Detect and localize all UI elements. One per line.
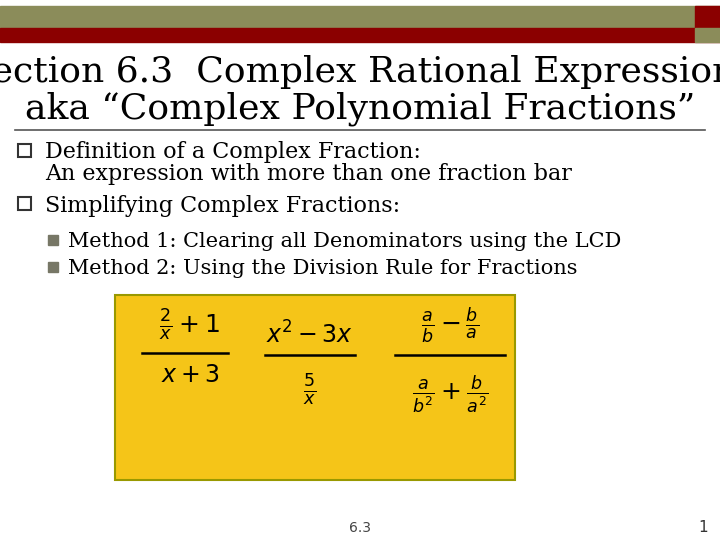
- Text: Definition of a Complex Fraction:: Definition of a Complex Fraction:: [45, 141, 421, 163]
- Text: 1: 1: [698, 521, 708, 536]
- Bar: [0, 6, 720, 28]
- Text: $\frac{a}{b}-\frac{b}{a}$: $\frac{a}{b}-\frac{b}{a}$: [421, 305, 479, 345]
- Text: Method 2: Using the Division Rule for Fractions: Method 2: Using the Division Rule for Fr…: [68, 259, 577, 278]
- Text: $\frac{5}{x}$: $\frac{5}{x}$: [303, 373, 317, 408]
- Bar: [695, 28, 720, 42]
- Bar: [48, 235, 58, 245]
- Text: An expression with more than one fraction bar: An expression with more than one fractio…: [45, 163, 572, 185]
- Text: $x^2-3x$: $x^2-3x$: [266, 321, 354, 349]
- Bar: [0, 28, 720, 42]
- Bar: [695, 6, 720, 28]
- Text: aka “Complex Polynomial Fractions”: aka “Complex Polynomial Fractions”: [25, 92, 695, 126]
- Text: Method 1: Clearing all Denominators using the LCD: Method 1: Clearing all Denominators usin…: [68, 232, 621, 251]
- Text: 6.3: 6.3: [349, 521, 371, 535]
- Text: $x+3$: $x+3$: [161, 363, 220, 387]
- Bar: [18, 144, 31, 157]
- Bar: [48, 262, 58, 272]
- Text: $\frac{a}{b^2}+\frac{b}{a^2}$: $\frac{a}{b^2}+\frac{b}{a^2}$: [412, 374, 488, 416]
- Text: Section 6.3  Complex Rational Expressions: Section 6.3 Complex Rational Expressions: [0, 55, 720, 89]
- Text: Simplifying Complex Fractions:: Simplifying Complex Fractions:: [45, 195, 400, 217]
- Text: $\frac{2}{x}+1$: $\frac{2}{x}+1$: [160, 307, 220, 342]
- Bar: [18, 197, 31, 210]
- Bar: [115, 295, 515, 480]
